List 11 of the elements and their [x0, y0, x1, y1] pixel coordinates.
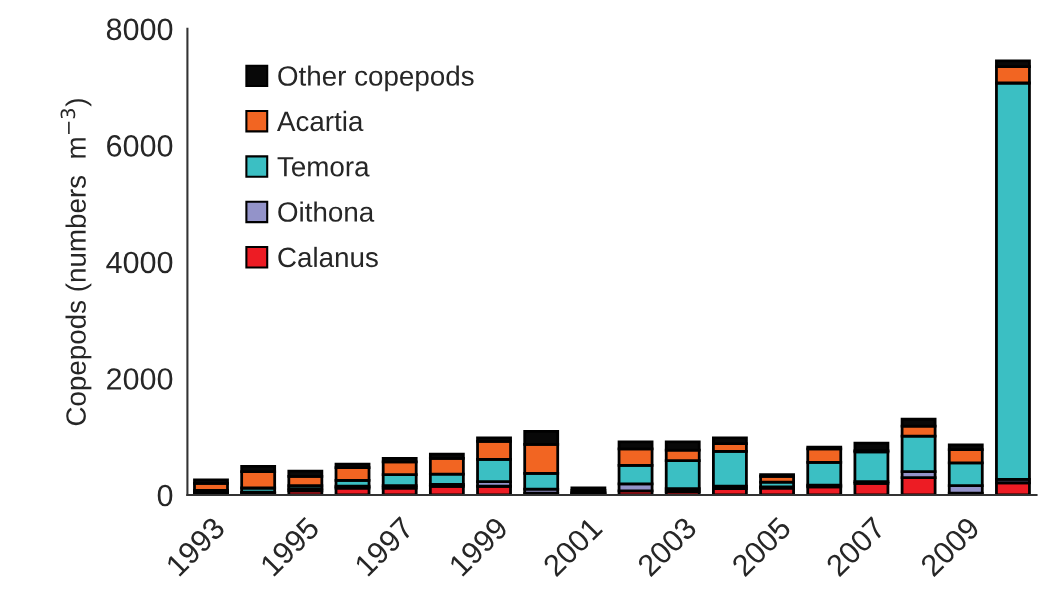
y-tick-label: 4000: [106, 251, 173, 274]
y-tick-label: 2000: [107, 368, 173, 390]
y-tick-label: 0: [157, 484, 173, 507]
legend-label: Temora: [277, 157, 370, 177]
y-tick-label: 6000: [107, 135, 173, 157]
y-tick-label: 8000: [106, 18, 173, 41]
legend-label: Oithona: [278, 201, 375, 222]
y-axis-title: Copepods (numbers m$^{−3}$): [60, 99, 92, 426]
legend-label: Calanus: [278, 246, 378, 268]
legend-label: Other copepods: [278, 65, 474, 92]
legend-label: Acartia: [276, 110, 364, 132]
